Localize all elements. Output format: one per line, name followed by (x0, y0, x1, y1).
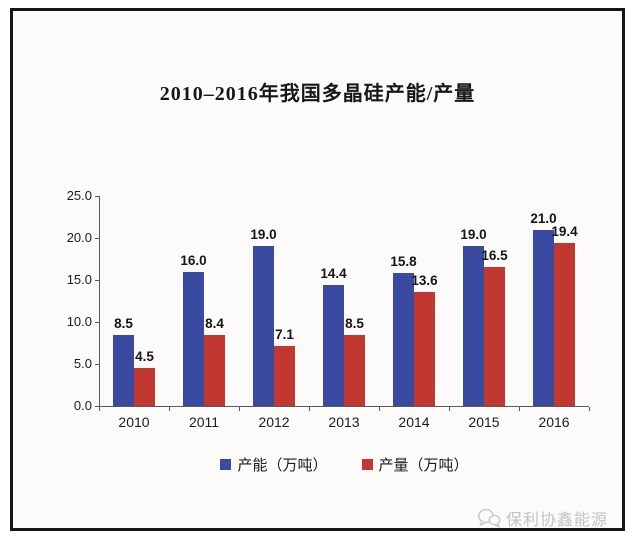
y-axis-tick-label: 15.0 (66, 272, 92, 287)
chart-legend: 产能（万吨） 产量（万吨） (99, 454, 590, 475)
bar-production-2015 (484, 267, 505, 406)
y-axis-tick-label: 0.0 (73, 398, 92, 413)
bar-value-label: 14.4 (320, 266, 347, 282)
bar-value-label: 16.5 (481, 248, 508, 264)
y-axis-tick-label: 25.0 (66, 188, 92, 203)
bar-production-2014 (414, 291, 435, 406)
bar-production-2013 (344, 334, 365, 406)
wechat-chat-bubbles-icon (477, 508, 501, 528)
x-axis-tick (379, 407, 380, 411)
x-axis-label-2012: 2012 (258, 414, 290, 430)
bar-capacity-2011 (183, 271, 204, 406)
y-axis-tick (95, 322, 99, 323)
x-axis-label-2011: 2011 (188, 414, 220, 430)
y-axis-tick-label: 5.0 (73, 356, 92, 371)
x-axis-tick (449, 407, 450, 411)
x-axis-label-2010: 2010 (118, 414, 150, 430)
bar-value-label: 16.0 (180, 252, 207, 268)
bar-value-label: 19.0 (250, 227, 277, 243)
bar-capacity-2016 (533, 229, 554, 406)
x-axis-tick (99, 407, 100, 411)
bar-production-2016 (554, 243, 575, 406)
y-axis-tick-label: 20.0 (66, 230, 92, 245)
bar-production-2011 (204, 335, 225, 406)
bar-value-label: 21.0 (530, 210, 557, 226)
watermark-label: 保利协鑫能源 (505, 512, 608, 529)
chart-frame: 2010–2016年我国多晶硅产能/产量 0.0 5.0 10.0 15.0 20.0 2… (10, 8, 625, 531)
legend-item-production: 产量（万吨） (361, 454, 469, 475)
bar-value-label: 4.5 (135, 349, 154, 365)
x-axis-tick (519, 407, 520, 411)
bar-capacity-2014 (393, 273, 414, 406)
chart-title: 2010–2016年我国多晶硅产能/产量 (159, 83, 476, 105)
production-swatch-icon (361, 459, 373, 470)
y-axis-tick (95, 364, 99, 365)
legend-item-capacity: 产能（万吨） (220, 454, 328, 475)
x-axis-tick (589, 407, 590, 411)
bar-chart-plot-area: 0.0 5.0 10.0 15.0 20.0 25.0 8.5 4.5 2010 16.0 8.4 2… (13, 11, 622, 528)
bar-value-label: 13.6 (411, 272, 438, 288)
bar-capacity-2013 (323, 285, 344, 406)
bar-value-label: 19.4 (551, 224, 578, 240)
legend-label-capacity: 产能（万吨） (237, 457, 328, 474)
x-axis-tick (309, 407, 310, 411)
bar-capacity-2012 (253, 246, 274, 406)
bar-value-label: 15.8 (390, 254, 417, 270)
bar-capacity-2015 (463, 246, 484, 406)
bar-value-label: 7.1 (275, 327, 294, 343)
y-axis-tick (95, 238, 99, 239)
y-axis-tick (95, 280, 99, 281)
x-axis-tick (239, 407, 240, 411)
y-axis-tick (95, 406, 99, 407)
bar-capacity-2010 (113, 334, 134, 406)
bar-value-label: 19.0 (460, 227, 487, 243)
bar-value-label: 8.5 (114, 315, 133, 331)
x-axis-tick (169, 407, 170, 411)
x-axis-label-2016: 2016 (538, 414, 570, 430)
x-axis-label-2013: 2013 (328, 414, 360, 430)
x-axis-label-2014: 2014 (398, 414, 430, 430)
x-axis-label-2015: 2015 (468, 414, 500, 430)
bar-production-2012 (274, 346, 295, 406)
legend-label-production: 产量（万吨） (378, 457, 469, 474)
watermark: 保利协鑫能源 (477, 506, 608, 530)
bar-value-label: 8.5 (345, 315, 364, 331)
capacity-swatch-icon (220, 459, 232, 470)
y-axis-line (99, 196, 100, 406)
bar-value-label: 8.4 (205, 316, 224, 332)
y-axis-tick (95, 196, 99, 197)
x-axis-line (99, 406, 589, 407)
y-axis-tick-label: 10.0 (66, 314, 92, 329)
bar-production-2010 (134, 368, 155, 406)
